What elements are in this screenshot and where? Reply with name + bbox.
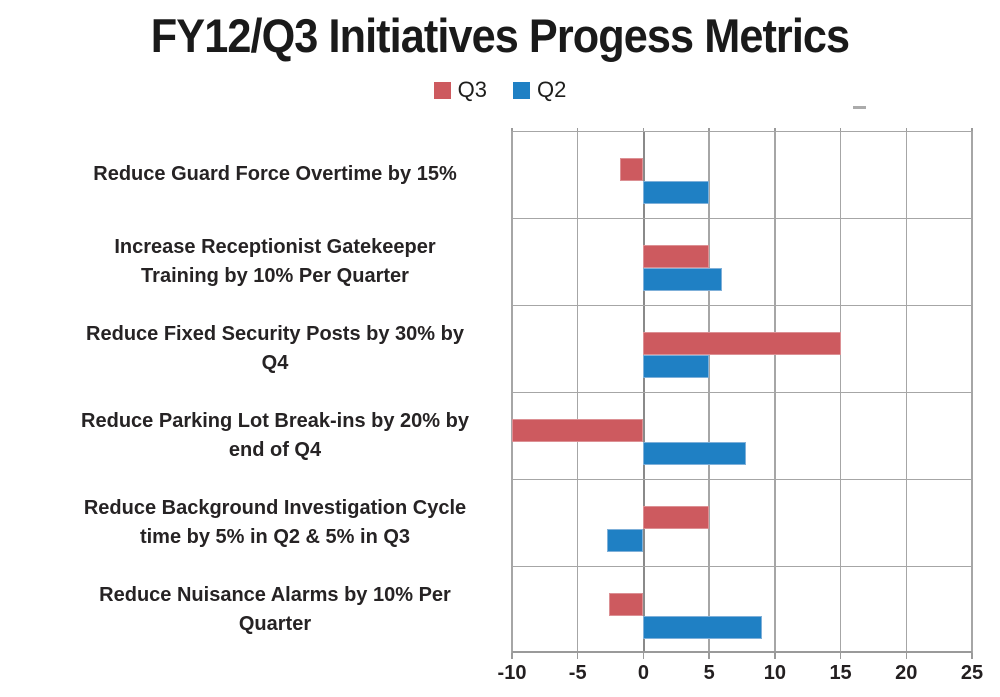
x-tick-label: -5 <box>568 662 587 684</box>
x-axis-tick-top <box>905 128 908 131</box>
stray-dash-mark <box>853 106 866 109</box>
x-tick-label: 0 <box>637 662 649 684</box>
x-axis-tick <box>511 653 513 659</box>
x-axis-tick-top <box>576 128 579 131</box>
x-axis-tick-top <box>971 128 973 131</box>
bar-q3-row1 <box>619 158 644 181</box>
x-axis-tick-top <box>774 128 776 131</box>
x-tick-label: 20 <box>895 662 918 684</box>
bar-q2-row4 <box>643 442 746 465</box>
category-label: Reduce Guard Force Overtime by 15% <box>93 163 457 185</box>
gridline-vertical <box>971 131 973 653</box>
x-tick-label: 15 <box>829 662 852 684</box>
bar-q2-row5 <box>606 529 644 552</box>
x-tick-label: -10 <box>497 662 527 684</box>
legend: Q3 Q2 <box>0 79 1000 101</box>
x-axis-tick <box>774 653 776 659</box>
gridline-horizontal <box>512 304 972 306</box>
category-label: Reduce Fixed Security Posts by 30% by Q4 <box>86 322 464 374</box>
legend-item-q2: Q2 <box>513 79 566 101</box>
x-axis-tick <box>905 653 908 659</box>
bar-q2-row3 <box>643 355 710 378</box>
bar-q3-row4 <box>512 419 644 442</box>
category-label: Reduce Nuisance Alarms by 10% Per Quarte… <box>99 583 451 635</box>
x-axis-tick <box>971 653 973 659</box>
bar-q3-row3 <box>643 332 841 355</box>
gridline-horizontal <box>512 217 972 219</box>
gridline-horizontal <box>512 130 972 132</box>
x-axis-tick-top <box>708 128 710 131</box>
x-axis-tick-top <box>839 128 842 131</box>
x-axis-tick-top <box>642 128 645 131</box>
gridline-horizontal <box>512 478 972 480</box>
bar-q2-row1 <box>643 181 710 204</box>
x-axis-tick <box>642 653 645 659</box>
x-axis-tick <box>576 653 579 659</box>
legend-label-q3: Q3 <box>457 77 487 102</box>
gridline-horizontal <box>512 391 972 393</box>
bar-q3-row6 <box>609 593 644 616</box>
x-axis-tick-top <box>511 128 513 131</box>
chart-title: FY12/Q3 Initiatives Progess Metrics <box>150 9 850 62</box>
category-labels: Reduce Guard Force Overtime by 15% Increa… <box>55 131 495 653</box>
category-label: Increase Receptionist Gatekeeper Trainin… <box>114 235 436 287</box>
x-tick-label: 10 <box>763 662 786 684</box>
plot-area <box>511 128 973 659</box>
gridline-horizontal <box>512 565 972 567</box>
x-tick-label: 25 <box>960 662 984 684</box>
bar-q2-row6 <box>643 616 762 639</box>
category-label: Reduce Background Investigation Cycle ti… <box>83 496 467 548</box>
bar-q3-row2 <box>643 245 710 268</box>
bar-q3-row5 <box>643 506 710 529</box>
bar-q2-row2 <box>643 268 723 291</box>
legend-swatch-q3-icon <box>433 81 451 99</box>
legend-label-q2: Q2 <box>537 77 567 102</box>
legend-item-q3: Q3 <box>433 77 487 102</box>
x-axis-tick <box>708 653 710 659</box>
x-axis-line <box>512 651 972 653</box>
category-label: Reduce Parking Lot Break-ins by 20% by e… <box>81 409 469 461</box>
x-axis-tick <box>839 653 842 659</box>
legend-swatch-q2-icon <box>513 81 530 99</box>
x-axis-labels: -10 -5 0 5 10 15 20 25 <box>498 662 984 688</box>
x-tick-label: 5 <box>703 662 715 684</box>
